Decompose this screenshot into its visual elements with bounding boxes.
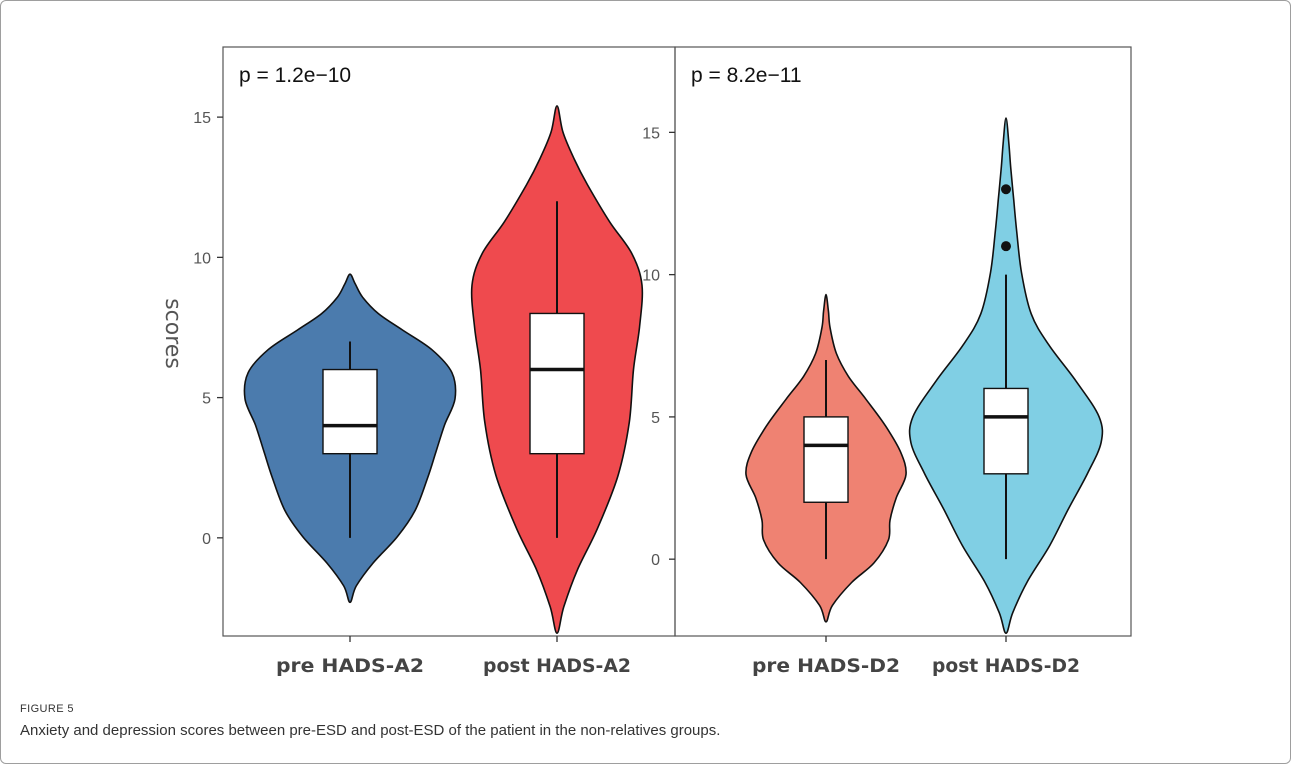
y-tick-label: 10 — [642, 268, 660, 285]
outlier-point — [1001, 184, 1011, 195]
p-value-annotation: p = 1.2e−10 — [239, 64, 351, 87]
figure-caption: Anxiety and depression scores between pr… — [20, 722, 721, 739]
violin-figure: 0 5 10 15 p = 1.2e−10 scores pre HADS-A2 post H… — [160, 46, 1132, 677]
y-tick-label: 0 — [651, 552, 660, 569]
panel-depression: 0 5 10 15 p = 8.2e−11 pre HADS-D2 post HADS-D2 — [642, 46, 1132, 677]
x-tick-label: post HADS-A2 — [483, 655, 631, 677]
box-1 — [529, 312, 585, 455]
outlier-point — [1001, 241, 1011, 252]
y-axis-label: scores — [160, 298, 185, 369]
box-0 — [322, 368, 378, 455]
y-tick-label: 10 — [193, 250, 211, 267]
box-0 — [803, 416, 849, 503]
p-value-annotation: p = 8.2e−11 — [691, 64, 802, 87]
box-1 — [983, 387, 1029, 475]
panel-anxiety: 0 5 10 15 p = 1.2e−10 scores pre HADS-A2 post H… — [160, 46, 676, 677]
y-tick-label: 15 — [642, 125, 660, 142]
figure-label: FIGURE 5 — [20, 703, 74, 715]
x-tick-label: post HADS-D2 — [932, 655, 1080, 677]
x-tick-label: pre HADS-A2 — [276, 655, 424, 677]
x-tick-label: pre HADS-D2 — [752, 655, 900, 677]
y-tick-label: 5 — [651, 410, 660, 427]
y-tick-label: 5 — [202, 391, 211, 408]
panel-border — [674, 46, 1132, 637]
y-tick-label: 0 — [202, 531, 211, 548]
y-tick-label: 15 — [193, 110, 211, 127]
